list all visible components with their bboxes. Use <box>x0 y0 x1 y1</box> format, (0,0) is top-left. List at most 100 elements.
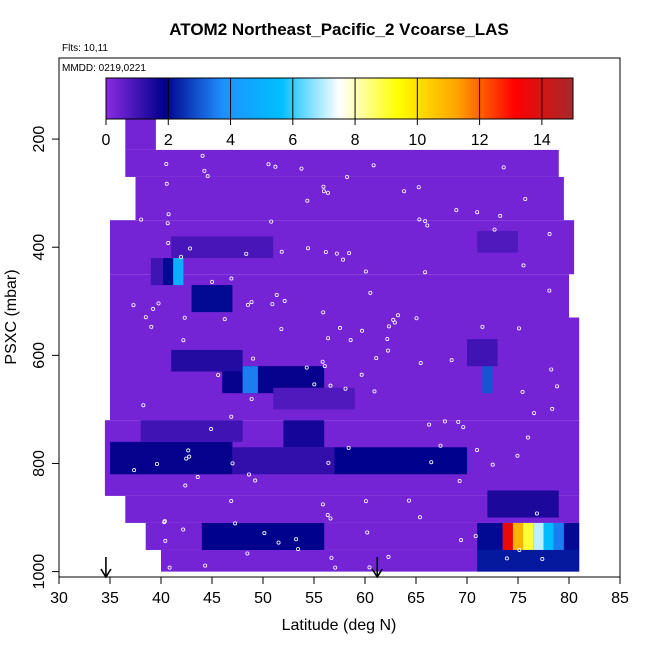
sample-marker <box>249 397 254 402</box>
sample-marker <box>270 302 275 307</box>
sample-marker <box>182 315 187 320</box>
sample-marker <box>326 460 331 465</box>
sample-marker <box>282 299 287 304</box>
sample-marker <box>449 358 454 363</box>
location-arrow-icon <box>100 557 112 579</box>
sample-marker <box>229 276 234 281</box>
sample-marker <box>338 325 343 330</box>
sample-marker <box>391 317 396 322</box>
sample-marker <box>321 310 326 315</box>
x-tick-label: 30 <box>50 590 68 607</box>
sample-marker <box>154 462 159 467</box>
sample-marker <box>423 270 428 275</box>
sample-marker <box>454 208 459 213</box>
sample-marker <box>480 324 485 329</box>
sample-marker <box>323 250 328 255</box>
sample-marker <box>423 219 428 224</box>
sample-marker <box>515 453 520 458</box>
sample-marker <box>216 372 221 377</box>
sample-marker <box>328 516 333 521</box>
colorbar-tick-label: 14 <box>533 132 551 149</box>
x-tick-label: 50 <box>254 590 272 607</box>
sample-marker <box>249 300 254 305</box>
sample-marker <box>442 419 447 424</box>
heatmap-cell <box>191 285 233 313</box>
sample-marker <box>294 537 299 542</box>
sample-marker <box>343 386 348 391</box>
sample-marker <box>438 443 443 448</box>
sample-marker <box>523 196 528 201</box>
x-tick-label: 45 <box>203 590 221 607</box>
sample-marker <box>517 547 522 552</box>
x-tick-label: 85 <box>611 590 629 607</box>
sample-marker <box>166 240 171 245</box>
sample-marker <box>534 511 539 516</box>
heatmap-cell <box>487 490 559 518</box>
sample-marker <box>326 336 331 341</box>
sample-marker <box>414 316 419 321</box>
sample-marker <box>334 251 339 256</box>
heatmap-cell <box>201 522 325 550</box>
y-tick-label: 800 <box>31 450 48 477</box>
sample-marker <box>329 555 334 560</box>
sample-marker <box>461 425 466 430</box>
sample-marker <box>504 556 509 561</box>
sample-marker <box>525 435 530 440</box>
heatmap-cell <box>477 549 580 572</box>
sample-marker <box>385 336 390 341</box>
sample-marker <box>304 365 309 370</box>
sample-marker <box>372 389 377 394</box>
sample-marker <box>547 232 552 237</box>
sample-marker <box>143 315 148 320</box>
sample-marker <box>371 163 376 168</box>
sample-marker <box>418 515 423 520</box>
x-tick-label: 55 <box>305 590 323 607</box>
y-tick-label: 1000 <box>31 554 48 590</box>
sample-marker <box>333 565 338 570</box>
y-tick-label: 200 <box>31 126 48 153</box>
colorbar-tick-label: 8 <box>351 132 360 149</box>
sample-marker <box>279 326 284 331</box>
envelope-cell <box>110 274 569 318</box>
sample-marker <box>365 530 370 535</box>
sample-marker <box>418 360 423 365</box>
sample-marker <box>346 445 351 450</box>
heatmap-cell <box>467 339 498 367</box>
heatmap-cell <box>477 522 503 550</box>
y-tick-label: 400 <box>31 234 48 261</box>
y-tick-label: 600 <box>31 342 48 369</box>
sample-marker <box>266 162 271 167</box>
sample-marker <box>233 521 238 526</box>
colorbar-tick-label: 0 <box>102 132 111 149</box>
heatmap-cell <box>543 522 554 550</box>
sample-marker <box>305 198 310 203</box>
sample-marker <box>187 454 192 459</box>
heatmap-cell <box>553 522 564 550</box>
sample-marker <box>202 168 207 173</box>
heatmap-cell <box>150 258 164 286</box>
dates-label: MMDD: 0219,0221 <box>62 63 146 74</box>
x-tick-label: 75 <box>509 590 527 607</box>
sample-marker <box>200 153 205 158</box>
sample-marker <box>359 372 364 377</box>
heatmap-cell <box>477 231 518 253</box>
sample-marker <box>167 565 172 570</box>
sample-marker <box>498 213 503 218</box>
sample-marker <box>183 483 188 488</box>
x-tick-label: 65 <box>407 590 425 607</box>
heatmap-cell <box>232 447 335 475</box>
sample-marker <box>417 217 422 222</box>
sample-marker <box>402 189 407 194</box>
sample-marker <box>520 389 525 394</box>
sample-marker <box>386 348 391 353</box>
sample-marker <box>360 328 365 333</box>
sample-marker <box>230 461 235 466</box>
sample-marker <box>141 403 146 408</box>
x-tick-label: 80 <box>560 590 578 607</box>
sample-marker <box>473 534 478 539</box>
sample-marker <box>276 540 281 545</box>
sample-marker <box>296 547 301 552</box>
x-tick-label: 40 <box>152 590 170 607</box>
